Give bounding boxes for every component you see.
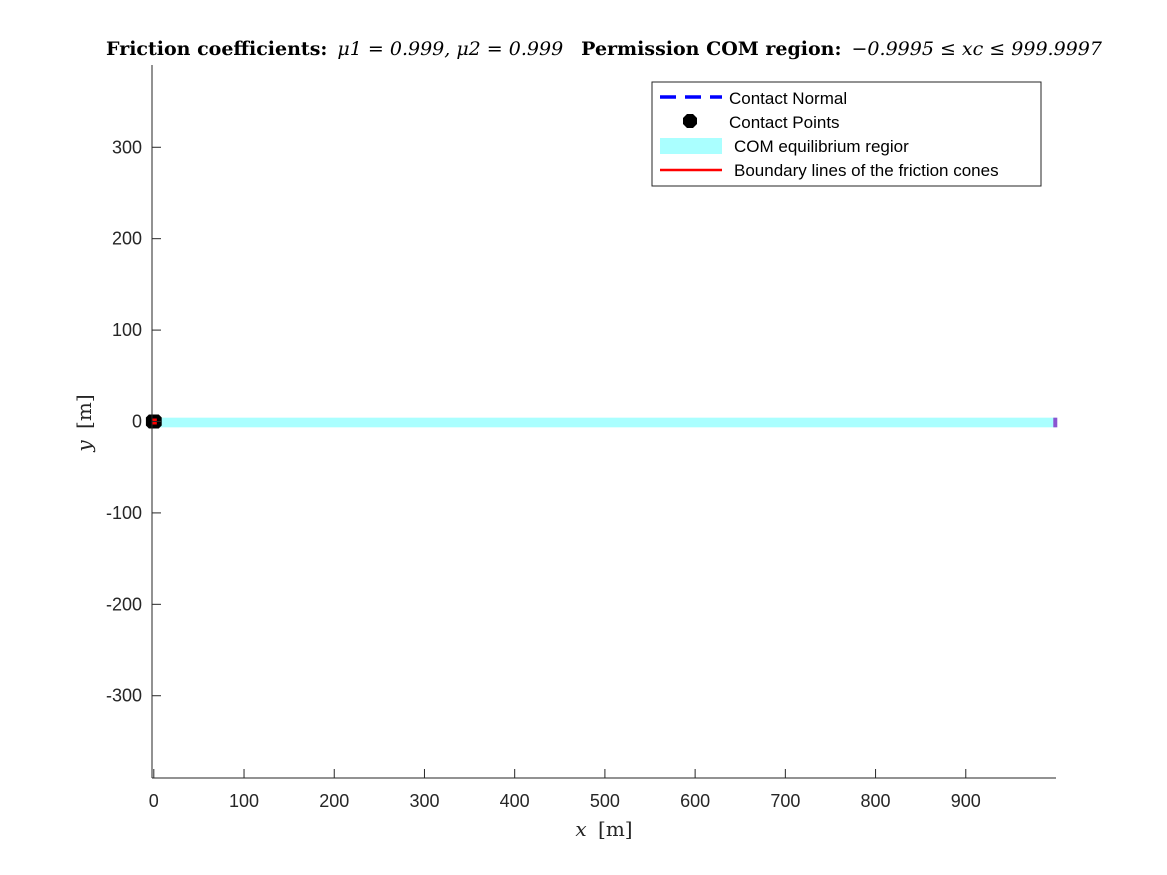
legend-contact-points-label: Contact Points [729, 113, 840, 132]
plot-data-layer [145, 414, 1058, 429]
x-tick-label-600: 600 [680, 791, 710, 811]
y-tick-label--200: -200 [106, 594, 142, 614]
x-tick-label-100: 100 [229, 791, 259, 811]
svg-text:Friction coefficients: μ: Friction coefficients: μ1 = 0.999, μ2 = … [106, 38, 1103, 60]
x-tick-label-0: 0 [149, 791, 159, 811]
y-axis-label-var: y [72, 440, 96, 453]
x-tick-label-200: 200 [319, 791, 349, 811]
legend: Contact Normal Contact Points COM equili… [651, 81, 1042, 187]
x-tick-label-300: 300 [409, 791, 439, 811]
y-tick-label--300: -300 [106, 686, 142, 706]
title-part-com-range: −0.9995 ≤ xc ≤ 999.9997 [852, 38, 1103, 60]
y-tick-label-200: 200 [112, 229, 142, 249]
y-tick-label-300: 300 [112, 137, 142, 157]
y-axis-label-unit: [m] [72, 394, 96, 429]
y-tick-label--100: -100 [106, 503, 142, 523]
x-tick-label-500: 500 [590, 791, 620, 811]
legend-com-region-swatch [660, 138, 722, 154]
legend-com-region-label: COM equilibrium regior [734, 137, 909, 156]
com-region-end-marker [1053, 417, 1058, 428]
y-tick-label-0: 0 [132, 412, 142, 432]
title-part-permission: Permission COM region: [581, 38, 841, 60]
x-axis-label: x [m] [575, 817, 632, 841]
legend-contact-normal-label: Contact Normal [729, 89, 847, 108]
x-tick-label-800: 800 [861, 791, 891, 811]
y-axis-label: y [m] [72, 394, 96, 452]
x-tick-label-700: 700 [770, 791, 800, 811]
legend-boundary-lines-label: Boundary lines of the friction cones [734, 161, 999, 180]
x-tick-label-900: 900 [951, 791, 981, 811]
legend-box [651, 81, 1042, 187]
chart-title: Friction coefficients: μ1 = 0.999, μ2 = … [106, 38, 1103, 60]
x-axis-label-var: x [575, 817, 586, 841]
x-tick-label-400: 400 [500, 791, 530, 811]
title-part-friction: Friction coefficients: [106, 38, 327, 60]
com-equilibrium-region [152, 417, 1056, 428]
legend-contact-points-swatch [683, 114, 697, 128]
title-part-mu-values: μ1 = 0.999, μ2 = 0.999 [337, 38, 563, 60]
x-axis-label-unit: [m] [598, 817, 633, 841]
y-tick-label-100: 100 [112, 320, 142, 340]
axes: 0 100 200 300 400 500 600 700 800 900 -300 -200 -100… [106, 65, 1056, 811]
